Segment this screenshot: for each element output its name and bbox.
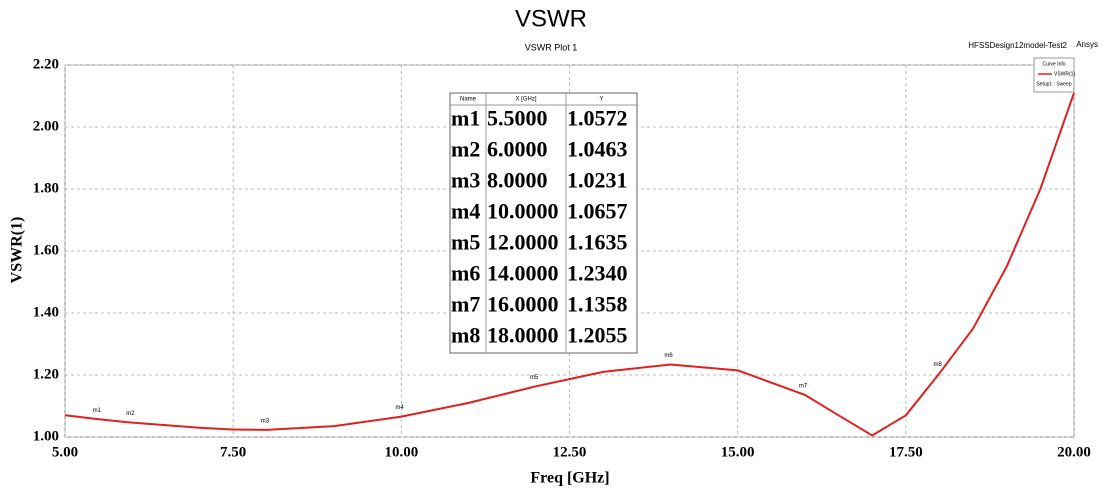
table-header: X [GHz] xyxy=(515,97,536,103)
table-cell: 1.0657 xyxy=(567,199,628,224)
table-cell: 6.0000 xyxy=(487,137,548,162)
y-tick-label: 1.60 xyxy=(33,242,59,258)
x-tick-label: 15.00 xyxy=(721,444,755,460)
x-tick-label: 20.00 xyxy=(1057,444,1091,460)
legend-note: Setup1 : Sweep xyxy=(1036,81,1072,87)
marker-label: m1 xyxy=(93,408,102,414)
legend-entry: VSWR(1) xyxy=(1054,71,1075,77)
table-cell: m6 xyxy=(451,261,480,286)
marker-table xyxy=(449,92,638,354)
table-cell: m8 xyxy=(451,323,480,348)
y-tick-label: 2.20 xyxy=(33,56,59,72)
marker-label: m6 xyxy=(664,353,673,359)
table-cell: 18.0000 xyxy=(487,323,559,348)
table-header: Y xyxy=(599,97,603,103)
table-cell: 1.0231 xyxy=(567,168,628,193)
table-cell: 1.0463 xyxy=(567,137,628,162)
table-cell: 1.0572 xyxy=(567,106,628,131)
x-tick-label: 10.00 xyxy=(384,444,418,460)
chart-title: VSWR xyxy=(515,5,587,32)
marker-label: m8 xyxy=(933,362,942,368)
x-tick-label: 5.00 xyxy=(52,444,78,460)
table-cell: 12.0000 xyxy=(487,230,559,255)
x-tick-label: 17.50 xyxy=(889,444,923,460)
table-cell: 1.2055 xyxy=(567,323,628,348)
table-cell: m5 xyxy=(451,230,480,255)
marker-label: m3 xyxy=(261,418,270,424)
table-cell: m7 xyxy=(451,292,480,317)
table-cell: 10.0000 xyxy=(487,199,559,224)
marker-label: m7 xyxy=(799,383,808,389)
x-tick-label: 12.50 xyxy=(553,444,587,460)
legend-box xyxy=(1033,57,1075,93)
table-cell: 8.0000 xyxy=(487,168,548,193)
table-cell: m4 xyxy=(451,199,480,224)
y-tick-label: 1.80 xyxy=(33,180,59,196)
chart-subtitle: VSWR Plot 1 xyxy=(525,42,578,52)
table-header: Name xyxy=(460,97,477,103)
table-cell: 1.1635 xyxy=(567,230,628,255)
legend-title: Curve Info xyxy=(1042,61,1065,67)
x-axis-label: Freq [GHz] xyxy=(530,470,609,487)
design-name: HFSSDesign12model-Test2 xyxy=(968,41,1067,50)
table-cell: 1.1358 xyxy=(567,292,628,317)
table-cell: 5.5000 xyxy=(487,106,548,131)
y-axis-label: VSWR(1) xyxy=(9,217,26,284)
table-cell: m2 xyxy=(451,137,480,162)
marker-label: m5 xyxy=(530,375,539,381)
y-tick-label: 2.00 xyxy=(33,118,59,134)
table-cell: 16.0000 xyxy=(487,292,559,317)
x-tick-label: 7.50 xyxy=(220,444,246,460)
y-tick-label: 1.00 xyxy=(33,428,59,444)
table-cell: 14.0000 xyxy=(487,261,559,286)
table-cell: m1 xyxy=(451,106,480,131)
marker-label: m4 xyxy=(395,405,404,411)
table-cell: 1.2340 xyxy=(567,261,628,286)
table-cell: m3 xyxy=(451,168,480,193)
brand: Ansys xyxy=(1076,40,1098,49)
y-tick-label: 1.20 xyxy=(33,366,59,382)
y-tick-label: 1.40 xyxy=(33,304,59,320)
series-line xyxy=(64,92,1075,437)
marker-label: m2 xyxy=(126,411,135,417)
